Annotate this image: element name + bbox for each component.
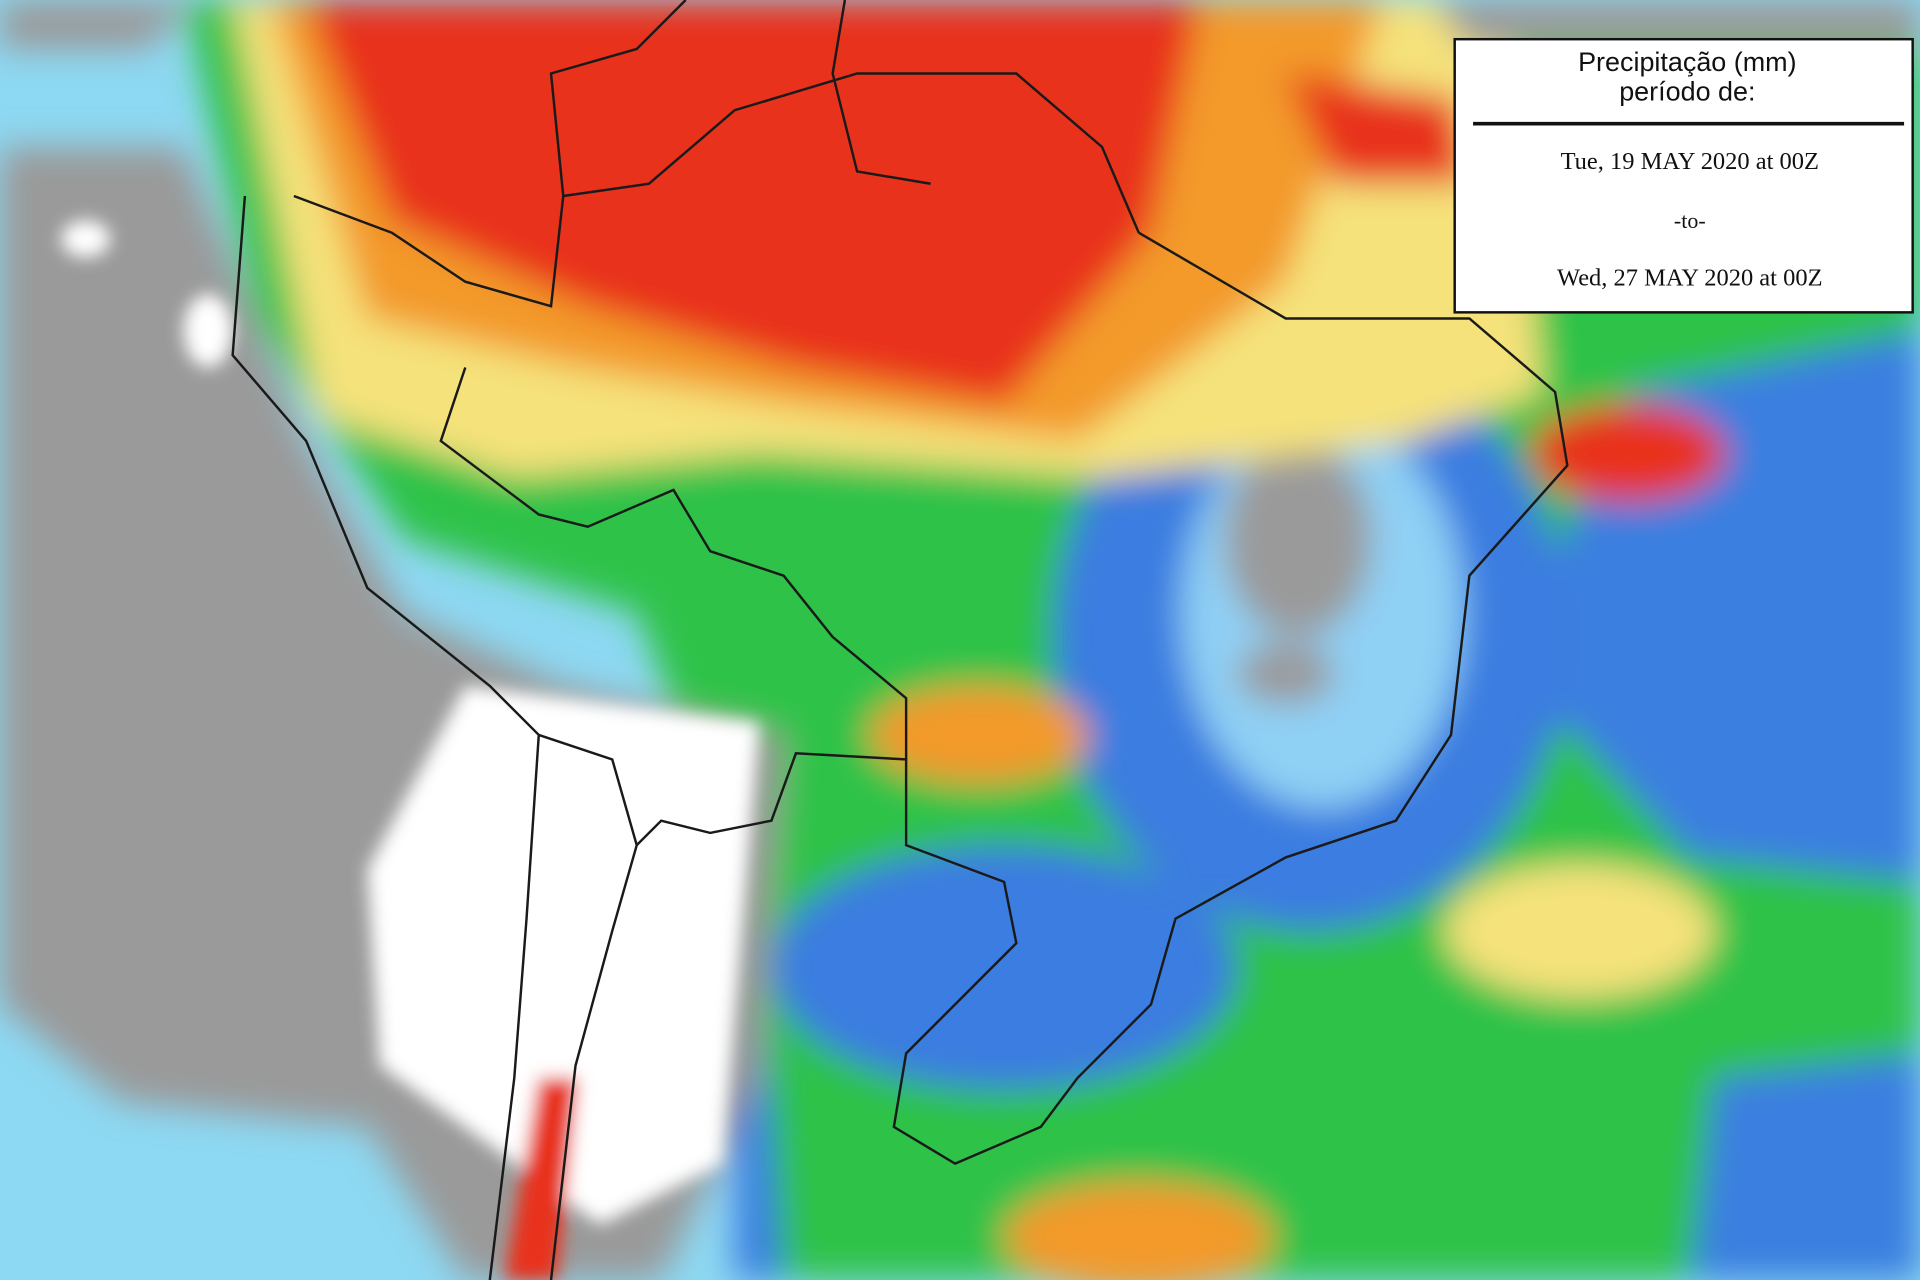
- legend-subtitle: período de:: [1619, 76, 1755, 106]
- legend-separator: -to-: [1674, 208, 1706, 233]
- legend-title: Precipitação (mm): [1578, 47, 1797, 77]
- legend-start: Tue, 19 MAY 2020 at 00Z: [1561, 148, 1819, 175]
- legend-end: Wed, 27 MAY 2020 at 00Z: [1557, 264, 1822, 291]
- borders: [231, 0, 1569, 1280]
- legend-background: [1453, 37, 1914, 314]
- legend-box: Precipitação (mm) período de: Tue, 19 MA…: [1453, 37, 1914, 314]
